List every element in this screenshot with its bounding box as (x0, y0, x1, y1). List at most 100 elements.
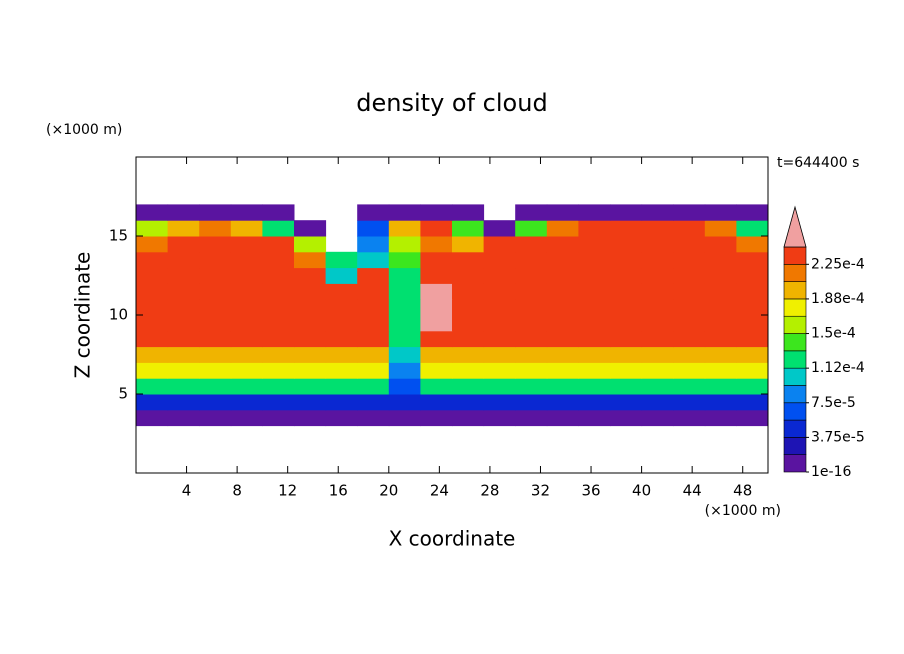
field-cell (452, 346, 485, 363)
field-cell (515, 267, 548, 284)
field-cell (736, 283, 769, 300)
field-cell (357, 330, 390, 348)
colorbar-swatch (783, 281, 807, 300)
field-cell (420, 346, 453, 363)
field-cell (230, 362, 263, 379)
field-cell (357, 362, 390, 379)
field-cell (704, 204, 737, 221)
field-cell (578, 315, 611, 332)
field-cell (673, 362, 706, 379)
field-cell (452, 299, 485, 316)
field-cell (388, 251, 421, 269)
field-cell (325, 409, 358, 427)
field-cell (610, 409, 643, 427)
field-cell (230, 251, 263, 269)
field-cell (167, 378, 200, 395)
field-cell (546, 378, 579, 395)
field-cell (167, 236, 200, 253)
field-cell (262, 409, 295, 427)
field-cell (199, 220, 232, 237)
field-cell (546, 315, 579, 332)
field-cell (136, 236, 169, 253)
field-cell (452, 378, 485, 395)
field-cell (641, 330, 674, 348)
field-cell (388, 283, 421, 300)
field-cell (704, 251, 737, 269)
field-cell (483, 362, 516, 379)
field-cell (262, 204, 295, 221)
field-cell (483, 330, 516, 348)
field-cell (641, 283, 674, 300)
field-cell (294, 362, 327, 379)
field-cell (641, 315, 674, 332)
field-cell (136, 299, 169, 316)
field-cell (325, 394, 358, 411)
field-cell (610, 346, 643, 363)
field-cell (578, 204, 611, 221)
field-cell (546, 251, 579, 269)
field-cell (483, 315, 516, 332)
field-cell (199, 283, 232, 300)
field-cell (610, 204, 643, 221)
field-cell (136, 283, 169, 300)
field-cell (325, 251, 358, 269)
field-cell (673, 283, 706, 300)
field-cell (452, 362, 485, 379)
field-cell (199, 378, 232, 395)
field-cell (736, 330, 769, 348)
field-cell (736, 299, 769, 316)
field-cell (167, 409, 200, 427)
field-cell (546, 267, 579, 284)
field-cell (357, 204, 390, 221)
colorbar-label: 3.75e-5 (811, 429, 865, 445)
x-tick-label: 32 (531, 482, 550, 500)
field-cell (641, 394, 674, 411)
field-cell (325, 315, 358, 332)
field-cell (483, 283, 516, 300)
field-cell (420, 315, 453, 332)
x-tick-label: 4 (182, 482, 192, 500)
field-cell (673, 346, 706, 363)
field-cell (262, 378, 295, 395)
field-cell (546, 283, 579, 300)
field-cell (736, 409, 769, 427)
field-cell (262, 299, 295, 316)
field-cell (704, 267, 737, 284)
field-cell (420, 204, 453, 221)
field-cell (641, 220, 674, 237)
chart-title: density of cloud (356, 89, 547, 117)
field-cell (136, 251, 169, 269)
field-cell (610, 362, 643, 379)
field-cell (673, 409, 706, 427)
field-cell (294, 236, 327, 253)
field-cell (136, 346, 169, 363)
field-cell (704, 330, 737, 348)
field-cell (136, 220, 169, 237)
field-cell (357, 315, 390, 332)
field-cell (610, 236, 643, 253)
field-cell (641, 236, 674, 253)
field-cell (325, 267, 358, 284)
field-cell (704, 346, 737, 363)
field-cell (546, 330, 579, 348)
field-cell (388, 204, 421, 221)
field-cell (578, 283, 611, 300)
field-cell (704, 299, 737, 316)
field-cell (262, 283, 295, 300)
field-cell (262, 267, 295, 284)
field-cell (262, 330, 295, 348)
field-cell (167, 330, 200, 348)
x-tick-label: 44 (683, 482, 702, 500)
field-cell (515, 251, 548, 269)
field-cell (167, 251, 200, 269)
field-cell (199, 204, 232, 221)
field-cell (294, 330, 327, 348)
field-cell (736, 251, 769, 269)
field-cell (167, 362, 200, 379)
field-cell (483, 236, 516, 253)
field-cell (704, 378, 737, 395)
field-cell (704, 315, 737, 332)
field-cell (230, 236, 263, 253)
field-cell (483, 220, 516, 237)
